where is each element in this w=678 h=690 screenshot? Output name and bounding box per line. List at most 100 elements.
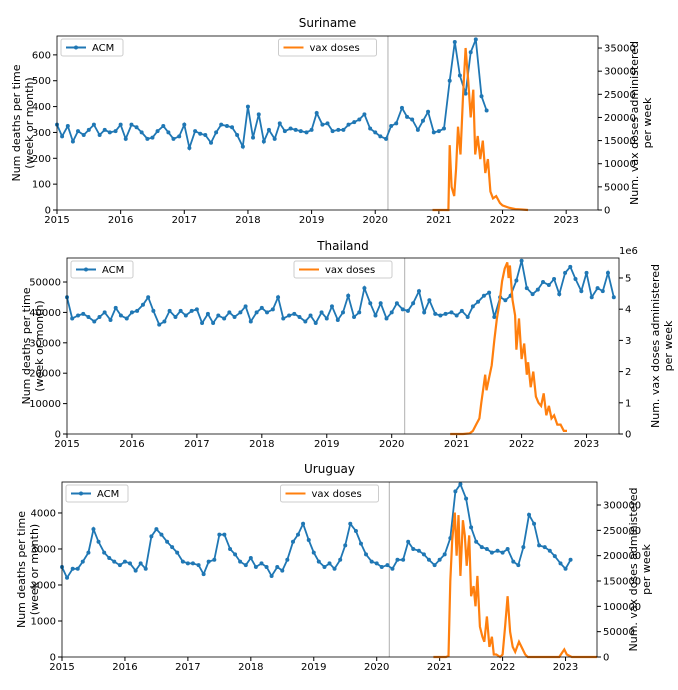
data-point: [420, 118, 425, 123]
data-point: [422, 310, 427, 315]
y-tick-label: 300: [32, 128, 51, 139]
data-point: [272, 136, 277, 141]
data-point: [385, 563, 390, 568]
data-point: [368, 126, 373, 131]
data-point: [524, 286, 529, 291]
data-point: [214, 130, 219, 135]
data-point: [357, 310, 362, 315]
data-point: [369, 559, 374, 564]
data-point: [269, 573, 274, 578]
data-point: [238, 559, 243, 564]
data-point: [76, 129, 81, 134]
data-point: [217, 532, 222, 537]
data-point: [463, 91, 468, 96]
data-point: [584, 270, 589, 275]
data-point: [143, 566, 148, 571]
data-point: [224, 123, 229, 128]
data-point: [511, 559, 516, 564]
x-tick-label: 2022: [490, 215, 515, 226]
data-point: [484, 546, 489, 551]
data-point: [149, 534, 154, 539]
data-point: [133, 568, 138, 573]
data-point: [374, 561, 379, 566]
data-point: [287, 313, 292, 318]
data-point: [330, 129, 335, 134]
x-tick-label: 2020: [364, 662, 389, 673]
legend-box: [293, 260, 393, 279]
data-point: [426, 557, 431, 562]
data-point: [552, 276, 557, 281]
data-point: [479, 94, 484, 99]
data-point: [432, 563, 437, 568]
data-point: [470, 304, 475, 309]
data-point: [319, 310, 324, 315]
data-point: [357, 117, 362, 122]
data-point: [102, 550, 107, 555]
y2-tick-label: 2: [625, 367, 631, 378]
series-line: [66, 260, 615, 326]
y-tick-label: 100: [32, 180, 51, 191]
y2-tick-label: 25000: [604, 90, 636, 101]
data-point: [537, 543, 542, 548]
y-axis-label: Num deaths per time: [10, 64, 23, 181]
x-tick-label: 2021: [426, 215, 451, 226]
x-tick-label: 2017: [184, 439, 209, 450]
data-point: [521, 545, 526, 550]
y2-offset-label: 1e6: [619, 246, 638, 257]
data-point: [476, 299, 481, 304]
series-line: [432, 47, 529, 212]
data-point: [411, 301, 416, 306]
y-tick-label: 10000: [29, 399, 61, 410]
data-point: [373, 130, 378, 135]
data-point: [320, 122, 325, 127]
data-point: [171, 136, 176, 141]
data-point: [394, 301, 399, 306]
data-point: [316, 559, 321, 564]
data-point: [552, 554, 557, 559]
data-point: [329, 304, 334, 309]
data-point: [298, 129, 303, 134]
data-point: [313, 321, 318, 326]
data-point: [193, 129, 198, 134]
chart-title: Uruguay: [304, 462, 355, 476]
data-point: [336, 127, 341, 132]
data-point: [379, 564, 384, 569]
data-point: [378, 134, 383, 139]
x-tick-label: 2019: [301, 662, 326, 673]
data-point: [290, 539, 295, 544]
y2-tick-label: 0: [603, 653, 609, 664]
y2-tick-label: 50000: [603, 627, 635, 638]
series-line: [450, 261, 567, 436]
data-point: [401, 557, 406, 562]
data-point: [157, 322, 162, 327]
legend-label: vax doses: [310, 43, 360, 54]
data-point: [568, 557, 573, 562]
data-point: [86, 314, 91, 319]
data-point: [378, 301, 383, 306]
series-line: [56, 39, 488, 152]
y-tick-label: 40000: [29, 308, 61, 319]
plot-frame: [56, 35, 599, 211]
data-point: [200, 321, 205, 326]
x-tick-label: 2021: [444, 439, 469, 450]
y-axis-label: (week or month): [33, 300, 46, 391]
data-point: [243, 563, 248, 568]
data-point: [206, 559, 211, 564]
y2-axis-label: per week: [640, 544, 653, 595]
data-point: [190, 561, 195, 566]
data-point: [135, 308, 140, 313]
data-point: [314, 111, 319, 116]
data-point: [81, 311, 86, 316]
data-point: [140, 302, 145, 307]
data-point: [251, 135, 256, 140]
data-point: [558, 561, 563, 566]
y-tick-label: 3000: [31, 544, 56, 555]
y-tick-label: 600: [32, 50, 51, 61]
y-axis-label: (week or month): [23, 77, 36, 168]
legend-box: [278, 38, 377, 57]
data-point: [338, 557, 343, 562]
data-point: [182, 122, 187, 127]
data-point: [469, 525, 474, 530]
x-tick-label: 2018: [235, 215, 260, 226]
data-point: [563, 566, 568, 571]
